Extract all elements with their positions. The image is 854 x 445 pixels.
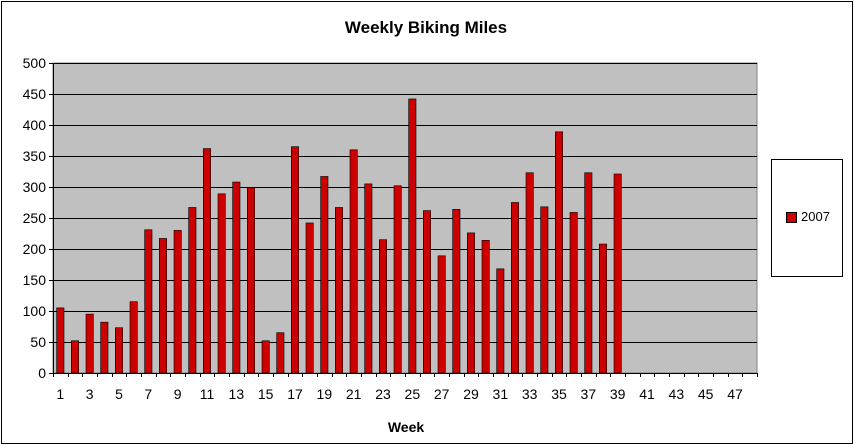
x-tick-label: 39 bbox=[610, 386, 626, 402]
bar bbox=[408, 98, 417, 374]
x-tick-label: 41 bbox=[639, 386, 655, 402]
y-tick-label: 150 bbox=[23, 272, 47, 288]
y-tick-label: 400 bbox=[23, 117, 47, 133]
bar bbox=[144, 229, 153, 374]
x-tick-label: 43 bbox=[669, 386, 685, 402]
x-tick-label: 15 bbox=[258, 386, 274, 402]
x-axis-title: Week bbox=[387, 419, 425, 435]
bar bbox=[569, 212, 578, 374]
bar bbox=[115, 327, 123, 374]
y-tick-label: 350 bbox=[23, 148, 47, 164]
bar bbox=[379, 239, 387, 374]
y-tick-label: 200 bbox=[23, 241, 47, 257]
x-tick-label: 7 bbox=[144, 386, 152, 402]
bar bbox=[291, 146, 299, 374]
bar bbox=[481, 240, 490, 374]
x-tick-label: 35 bbox=[551, 386, 567, 402]
bar bbox=[349, 149, 358, 374]
bar bbox=[173, 230, 182, 374]
bar bbox=[511, 202, 519, 374]
chart-title: Weekly Biking Miles bbox=[344, 18, 508, 37]
bar bbox=[467, 232, 475, 374]
y-tick-label: 500 bbox=[23, 55, 47, 71]
x-tick-label: 9 bbox=[174, 386, 182, 402]
bar bbox=[555, 131, 563, 374]
legend: 2007 bbox=[771, 159, 843, 277]
x-tick-label: 13 bbox=[229, 386, 245, 402]
bar bbox=[203, 148, 211, 374]
x-tick-label: 1 bbox=[56, 386, 64, 402]
y-tick-label: 450 bbox=[23, 86, 47, 102]
bar bbox=[100, 321, 109, 374]
y-tick-label: 100 bbox=[23, 303, 47, 319]
bar bbox=[188, 207, 197, 374]
bar bbox=[276, 332, 285, 374]
bars bbox=[56, 98, 622, 374]
x-tick-label: 21 bbox=[346, 386, 362, 402]
bar bbox=[613, 173, 622, 374]
bar bbox=[217, 193, 226, 374]
y-tick-labels: 0 50 100 150 200 250 300 350 400 450 500 bbox=[23, 55, 47, 381]
bar bbox=[437, 255, 446, 374]
x-tick-label: 23 bbox=[375, 386, 391, 402]
bar bbox=[423, 210, 431, 374]
bar bbox=[305, 222, 314, 374]
x-tick-label: 11 bbox=[200, 386, 215, 402]
x-tick-label: 45 bbox=[698, 386, 714, 402]
x-tick-label: 3 bbox=[86, 386, 94, 402]
bar bbox=[71, 340, 79, 374]
bar bbox=[540, 206, 549, 374]
bar bbox=[393, 185, 402, 374]
x-tick-label: 27 bbox=[434, 386, 450, 402]
legend-label: 2007 bbox=[801, 209, 830, 224]
bar bbox=[335, 207, 343, 374]
x-tick-label: 17 bbox=[287, 386, 303, 402]
bar bbox=[452, 209, 461, 374]
legend-swatch bbox=[786, 212, 797, 223]
bar bbox=[496, 268, 505, 374]
axes bbox=[49, 63, 758, 377]
bar bbox=[247, 187, 255, 374]
bar bbox=[584, 172, 593, 374]
bar bbox=[320, 176, 329, 374]
x-tick-label: 47 bbox=[727, 386, 743, 402]
bar bbox=[85, 313, 94, 374]
x-tick-label: 19 bbox=[317, 386, 333, 402]
bar bbox=[56, 307, 65, 374]
bar bbox=[232, 181, 241, 374]
x-tick-label: 25 bbox=[405, 386, 421, 402]
x-tick-labels: 1 3 5 7 9 11 13 15 17 19 21 23 25 27 29 31 33 35 37 39 41 43 4… bbox=[56, 386, 743, 402]
bar bbox=[129, 301, 138, 374]
x-tick-label: 37 bbox=[581, 386, 597, 402]
bar bbox=[525, 172, 534, 374]
x-tick-label: 33 bbox=[522, 386, 538, 402]
x-tick-label: 5 bbox=[115, 386, 123, 402]
bar bbox=[364, 183, 373, 374]
bar bbox=[261, 340, 270, 374]
bar bbox=[159, 238, 167, 374]
x-tick-label: 29 bbox=[463, 386, 479, 402]
x-tick-label: 31 bbox=[493, 386, 509, 402]
bar bbox=[599, 243, 607, 374]
y-tick-label: 0 bbox=[38, 365, 46, 381]
gridlines bbox=[53, 63, 757, 343]
y-tick-label: 250 bbox=[23, 210, 47, 226]
y-tick-label: 50 bbox=[30, 334, 46, 350]
y-tick-label: 300 bbox=[23, 179, 47, 195]
